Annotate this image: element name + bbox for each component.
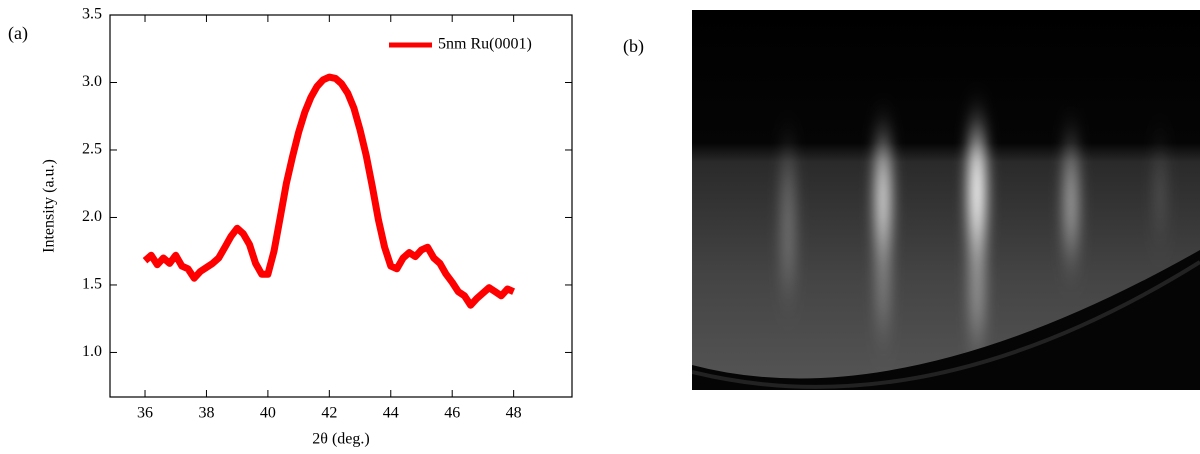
x-axis-label: 2θ (deg.) (312, 431, 369, 448)
legend-label: 5nm Ru(0001) (438, 36, 532, 53)
x-tick-label: 42 (321, 405, 337, 422)
x-tick-label: 46 (444, 405, 460, 422)
y-tick-label: 3.5 (82, 6, 102, 23)
x-tick-label: 38 (198, 405, 214, 422)
x-tick-label: 40 (260, 405, 276, 422)
y-axis-label: Intensity (a.u.) (41, 159, 58, 253)
rheed-image (692, 10, 1200, 390)
plot-frame (109, 14, 573, 398)
x-tick-label: 44 (383, 405, 399, 422)
y-tick-label: 1.5 (82, 276, 102, 293)
y-tick-label: 2.5 (82, 141, 102, 158)
y-tick-label: 1.0 (82, 343, 102, 360)
panel-label: (b) (623, 36, 644, 57)
panel-label: (a) (8, 23, 28, 44)
x-tick-label: 48 (506, 405, 522, 422)
x-tick-label: 36 (137, 405, 153, 422)
y-tick-label: 3.0 (82, 73, 102, 90)
y-tick-label: 2.0 (82, 208, 102, 225)
data-line (142, 73, 516, 309)
